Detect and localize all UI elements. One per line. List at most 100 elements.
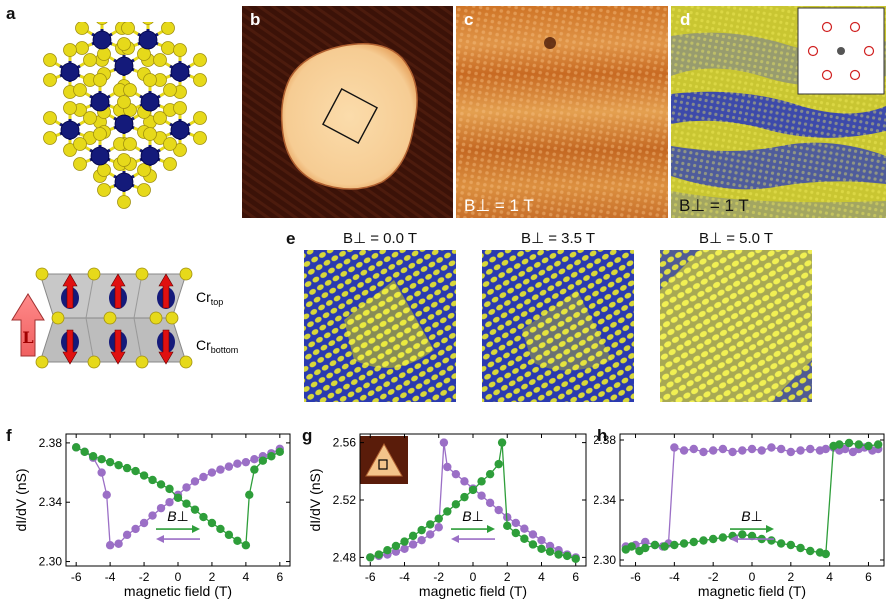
- data-point: [148, 475, 157, 485]
- data-point: [102, 490, 111, 500]
- data-point: [537, 544, 546, 553]
- data-point: [679, 446, 689, 455]
- data-point: [747, 444, 757, 454]
- sweep-up-arrow: [730, 525, 774, 534]
- sweep-down-arrow: [156, 535, 200, 544]
- panel-letter-a: a: [6, 4, 16, 23]
- s-atom: [143, 127, 157, 141]
- s-atom: [43, 111, 57, 125]
- data-point: [571, 554, 580, 564]
- s-atom: [51, 311, 65, 325]
- data-point: [835, 440, 844, 449]
- data-point: [708, 534, 718, 544]
- field-sweep-label: B⊥: [167, 508, 189, 524]
- s-atom: [179, 267, 193, 281]
- data-point: [165, 498, 174, 507]
- data-point: [728, 447, 737, 457]
- zoom-box: [322, 88, 378, 144]
- data-point: [173, 493, 183, 502]
- spin-down-arrow: [62, 329, 78, 365]
- data-point: [434, 514, 443, 523]
- chart-g: -6 -4 -2 0 2 4 6 2.48 2.52 2.56 magnetic field (T)…: [307, 433, 587, 599]
- data-point: [182, 483, 191, 492]
- data-point: [485, 469, 495, 479]
- s-atom: [117, 95, 131, 109]
- data-point: [366, 553, 375, 562]
- s-atom: [161, 41, 175, 55]
- panel-letter-h: h: [597, 426, 608, 445]
- s-atom: [173, 43, 187, 57]
- panel-letter-b: b: [250, 10, 261, 29]
- spin-up-arrow: [110, 273, 126, 309]
- data-point: [131, 524, 140, 534]
- data-point: [641, 537, 650, 547]
- x-tick-label: 4: [538, 570, 545, 584]
- data-point: [864, 441, 873, 451]
- cr-atom: [140, 146, 160, 166]
- data-point: [494, 459, 503, 469]
- data-point: [627, 542, 636, 551]
- data-point: [485, 498, 495, 508]
- s-atom: [117, 195, 131, 209]
- s-atom: [193, 111, 207, 125]
- s-atom: [123, 137, 137, 151]
- data-point: [767, 536, 776, 545]
- data-point: [374, 550, 384, 559]
- data-point: [114, 539, 123, 548]
- s-atom: [179, 355, 193, 369]
- x-tick-label: -2: [708, 570, 719, 584]
- s-atom: [143, 73, 157, 87]
- s-atom: [121, 22, 135, 35]
- s-atom: [193, 53, 207, 67]
- s-atom: [173, 101, 187, 115]
- data-point: [391, 541, 401, 551]
- data-point: [738, 530, 747, 539]
- fft-inset: [797, 7, 885, 95]
- field-label-c: B⊥ = 1 T: [464, 196, 534, 215]
- chart-g-inset: [360, 436, 408, 484]
- data-point: [417, 535, 426, 545]
- s-atom: [35, 267, 49, 281]
- s-atom: [73, 137, 87, 151]
- panel-letter-d: d: [680, 10, 691, 29]
- data-point: [199, 472, 208, 482]
- data-point: [156, 503, 166, 513]
- data-point: [520, 534, 529, 543]
- data-point: [511, 528, 521, 538]
- didv-map-5T: [660, 250, 812, 402]
- s-atom: [63, 143, 77, 157]
- stm-topograph-b: [242, 6, 453, 218]
- data-point: [477, 477, 486, 486]
- spin-up-arrow: [62, 273, 78, 309]
- sweep-down-arrow: [451, 535, 495, 544]
- data-point: [796, 446, 805, 455]
- data-point: [241, 457, 251, 467]
- s-atom: [97, 163, 111, 177]
- field-label-d: B⊥ = 1 T: [679, 196, 749, 215]
- data-point: [796, 543, 805, 553]
- data-point: [439, 438, 449, 447]
- data-point: [224, 530, 234, 540]
- spin-up-arrow: [158, 273, 174, 309]
- s-atom: [103, 311, 117, 325]
- x-tick-label: 4: [243, 570, 250, 584]
- x-axis-label: magnetic field (T): [124, 583, 232, 599]
- data-point: [776, 539, 786, 548]
- defect: [544, 37, 556, 49]
- s-atom: [83, 111, 97, 125]
- s-atom: [97, 183, 111, 197]
- data-point: [844, 438, 854, 448]
- stm-atomic-c: B⊥ = 1 T: [456, 6, 668, 218]
- cr-atom: [114, 114, 134, 134]
- angular-momentum-arrow: [11, 293, 45, 357]
- s-atom: [43, 53, 57, 67]
- data-point: [451, 500, 461, 509]
- s-atom: [43, 73, 57, 87]
- s-atom: [83, 53, 97, 67]
- data-point: [233, 536, 242, 545]
- y-tick-label: 2.30: [594, 553, 616, 567]
- data-point: [689, 444, 698, 454]
- data-point: [233, 459, 242, 468]
- data-point: [425, 530, 435, 539]
- didv-map-d: B⊥ = 1 T: [671, 6, 886, 218]
